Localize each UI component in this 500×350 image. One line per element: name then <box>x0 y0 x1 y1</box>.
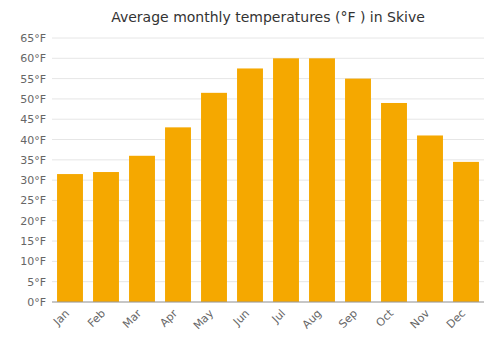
x-tick-label: Nov <box>408 307 433 332</box>
bar <box>237 68 263 302</box>
y-tick-label: 30°F <box>20 174 46 187</box>
bar <box>273 58 299 302</box>
grid-line <box>52 119 484 120</box>
y-tick-label: 0°F <box>27 296 46 309</box>
bar <box>165 127 191 302</box>
y-tick-label: 25°F <box>20 194 46 207</box>
chart-container: Average monthly temperatures (°F ) in Sk… <box>0 0 500 350</box>
title: Average monthly temperatures (°F ) in Sk… <box>111 9 425 25</box>
grid-line <box>52 38 484 39</box>
grid-line <box>52 78 484 79</box>
y-tick-label: 10°F <box>20 255 46 268</box>
y-tick-label: 15°F <box>20 235 46 248</box>
bar <box>345 79 371 302</box>
x-tick-label: Mar <box>120 307 144 331</box>
y-tick-label: 50°F <box>20 93 46 106</box>
x-axis: Jan Feb Mar Apr May Jun Jul Aug Sep Oct Nov Dec <box>50 306 468 332</box>
x-tick-label: Aug <box>300 307 324 331</box>
chart: Average monthly temperatures (°F ) in Sk… <box>0 0 500 350</box>
x-tick-label: Jan <box>50 307 72 329</box>
x-tick-label: Feb <box>85 307 108 330</box>
y-tick-label: 5°F <box>27 276 46 289</box>
bars <box>57 58 479 302</box>
x-tick-label: Jul <box>269 307 288 326</box>
x-tick-label: Dec <box>444 307 468 331</box>
bar <box>309 58 335 302</box>
grid-line <box>52 302 484 303</box>
y-tick-label: 60°F <box>20 52 46 65</box>
x-tick-label: Sep <box>336 307 360 331</box>
bar <box>93 172 119 302</box>
x-tick-label: Oct <box>373 306 396 329</box>
bar <box>57 174 83 302</box>
x-tick-label: May <box>191 307 217 333</box>
y-tick-label: 20°F <box>20 215 46 228</box>
bar <box>381 103 407 302</box>
x-axis-line <box>52 302 484 303</box>
grid-line <box>52 98 484 99</box>
bar <box>201 93 227 302</box>
y-tick-label: 40°F <box>20 134 46 147</box>
y-tick-label: 55°F <box>20 73 46 86</box>
y-tick-label: 45°F <box>20 113 46 126</box>
x-tick-label: Jun <box>230 307 252 329</box>
bar <box>453 162 479 302</box>
grid-line <box>52 58 484 59</box>
y-tick-label: 65°F <box>20 32 46 45</box>
bar <box>417 135 443 302</box>
bar <box>129 156 155 302</box>
x-tick-label: Apr <box>157 307 180 330</box>
y-tick-label: 35°F <box>20 154 46 167</box>
y-axis: 0°F 5°F 10°F 15°F 20°F 25°F 30°F 35°F 40°F 45°F 50… <box>20 32 484 309</box>
